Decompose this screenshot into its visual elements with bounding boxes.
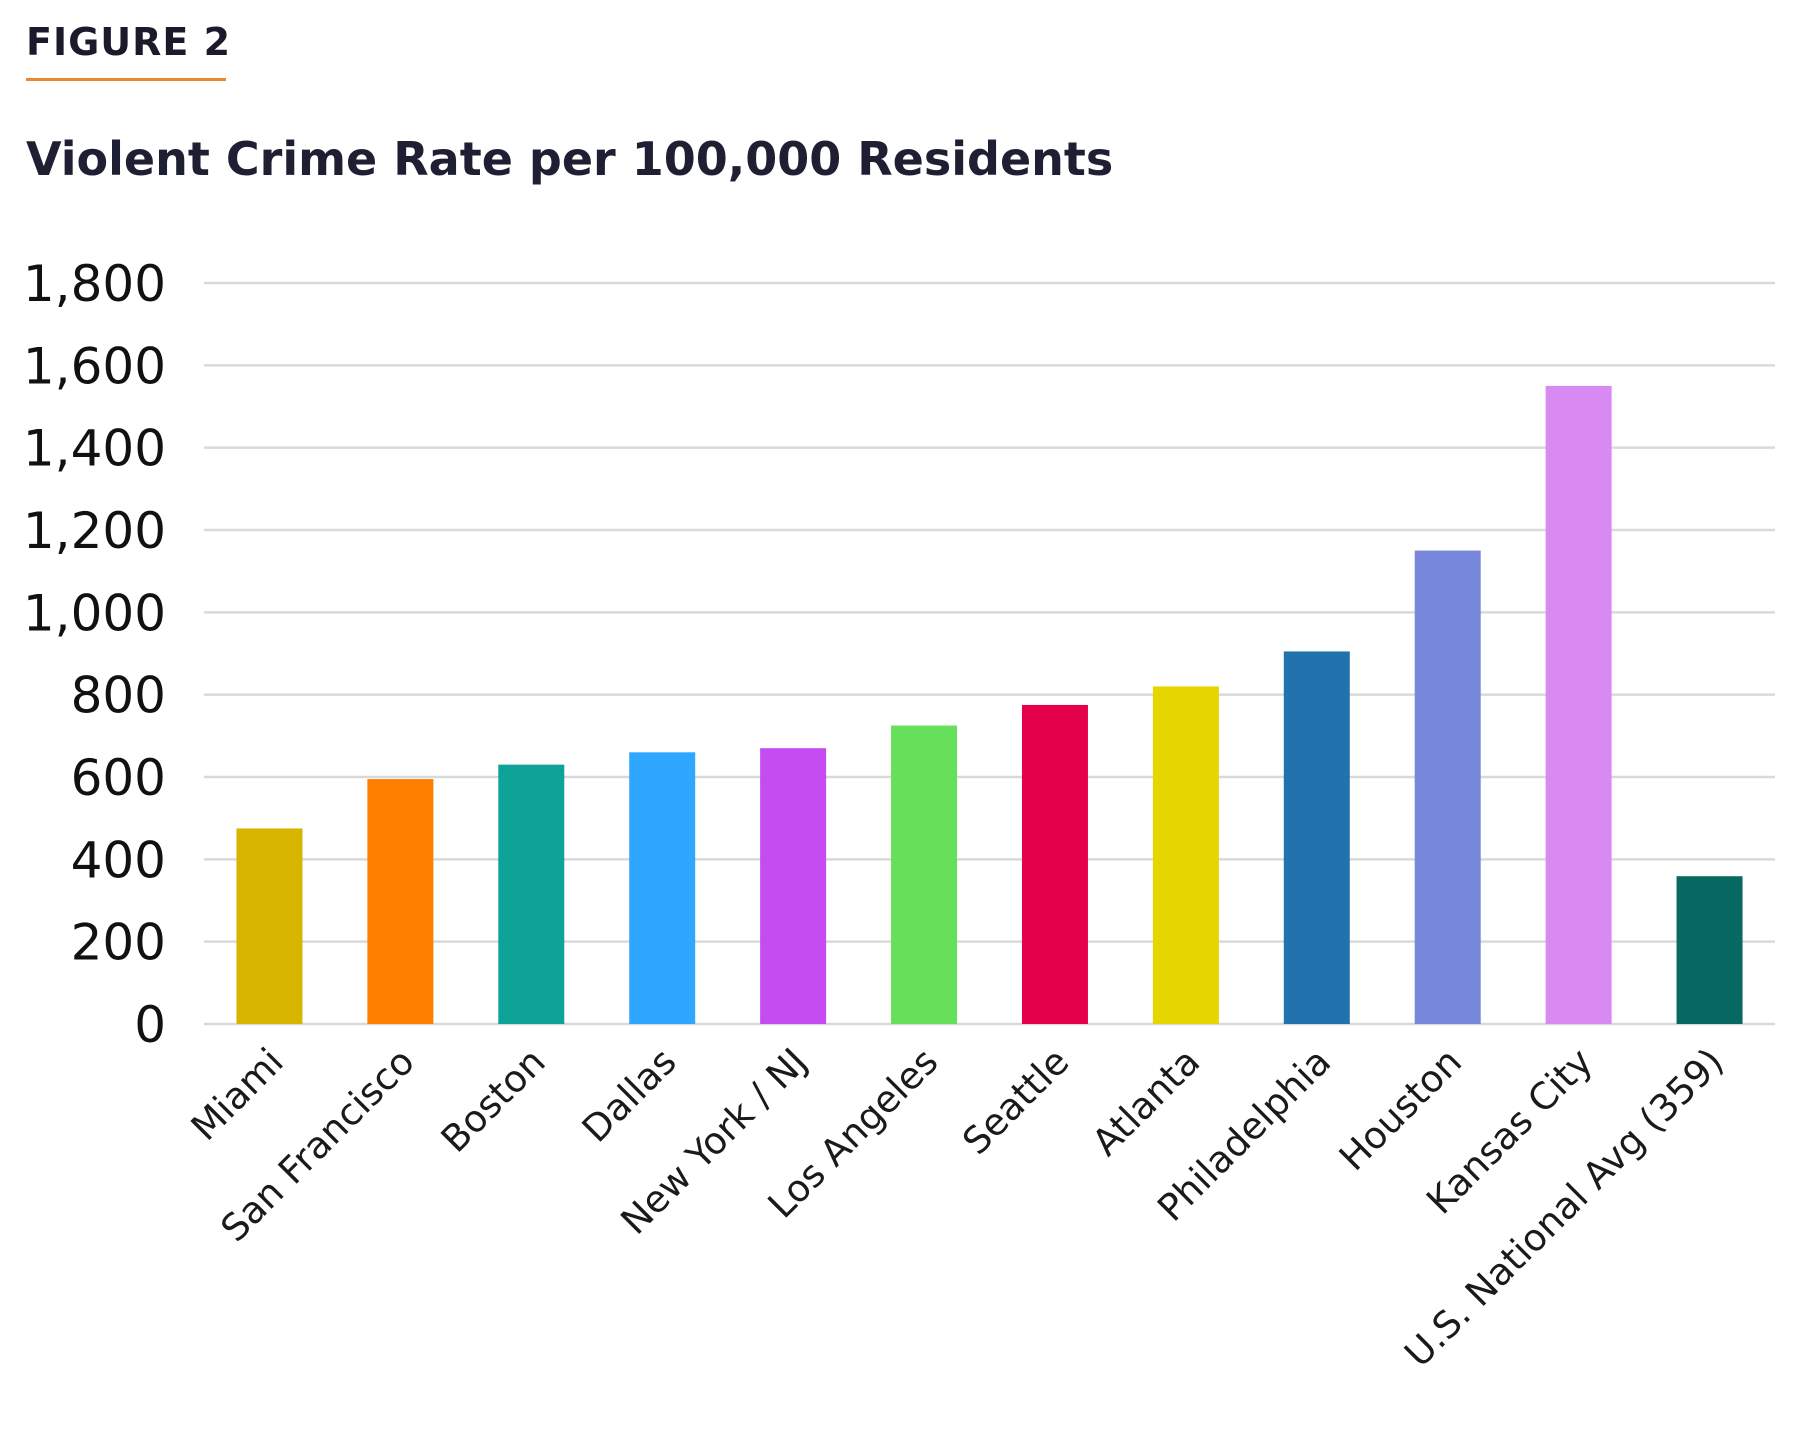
y-tick-label: 1,000 <box>23 584 166 642</box>
figure-label-underline <box>26 78 226 81</box>
y-tick-label: 1,600 <box>23 337 166 395</box>
x-category-label: Miami <box>183 1040 292 1149</box>
y-tick-label: 1,800 <box>23 255 166 313</box>
bar <box>1021 704 1088 1024</box>
bar <box>891 725 958 1024</box>
bar <box>498 764 565 1024</box>
y-tick-label: 400 <box>71 831 166 889</box>
bars <box>236 385 1743 1025</box>
x-category-label: Dallas <box>574 1040 685 1151</box>
x-category-label: Boston <box>433 1040 554 1161</box>
bar <box>1152 686 1219 1024</box>
bar <box>1676 876 1743 1024</box>
y-tick-label: 0 <box>134 996 166 1054</box>
y-tick-label: 1,400 <box>23 420 166 478</box>
y-tick-label: 600 <box>71 749 166 807</box>
y-tick-label: 800 <box>71 667 166 725</box>
bar <box>629 752 696 1024</box>
figure-label: FIGURE 2 <box>26 20 232 64</box>
y-axis-tick-labels: 0 200 400 600 800 1,000 1,200 1,400 1,600 1,800 <box>23 255 166 1054</box>
bar <box>1414 550 1481 1024</box>
bar <box>1283 651 1350 1024</box>
chart-title: Violent Crime Rate per 100,000 Residents <box>26 132 1114 186</box>
x-category-label: Atlanta <box>1084 1040 1208 1164</box>
bar <box>367 779 434 1024</box>
bar <box>236 828 303 1024</box>
bar <box>1545 385 1612 1025</box>
gridlines <box>204 281 1775 1026</box>
y-tick-label: 1,200 <box>23 502 166 560</box>
x-category-label: Seattle <box>954 1040 1077 1163</box>
bar <box>760 748 827 1024</box>
x-category-label: Houston <box>1331 1040 1470 1179</box>
y-tick-label: 200 <box>71 914 166 972</box>
